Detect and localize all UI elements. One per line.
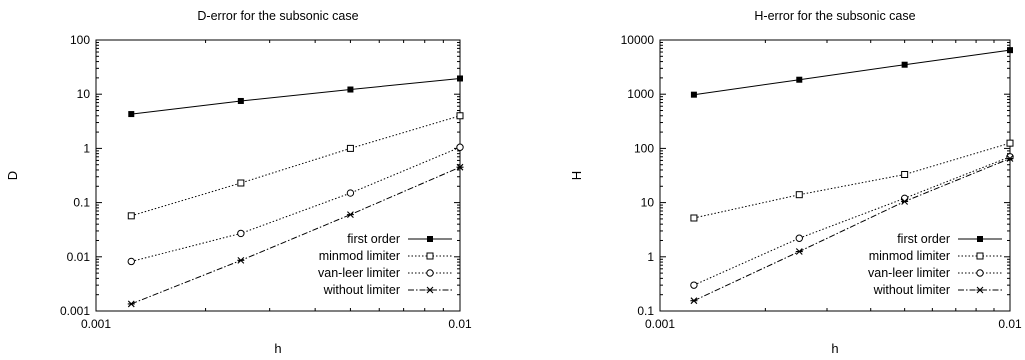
legend-marker-without-limiter xyxy=(976,286,984,294)
y-tick-label: 0.001 xyxy=(60,304,90,318)
data-point-first-order xyxy=(901,61,908,68)
data-point-van-leer-limiter xyxy=(456,143,464,151)
series-line-without-limiter xyxy=(131,166,461,305)
data-point-first-order xyxy=(457,75,463,82)
y-tick-label: 0.1 xyxy=(637,304,654,318)
y-axis-label: D xyxy=(5,171,20,180)
y-tick-label: 10000 xyxy=(621,33,655,47)
data-point-minmod-limiter xyxy=(690,214,698,222)
data-point-minmod-limiter xyxy=(456,112,464,120)
y-tick-label: 10 xyxy=(641,196,655,210)
data-point-without-limiter xyxy=(1006,155,1014,162)
y-tick-label: 0.01 xyxy=(67,250,91,264)
data-point-first-order xyxy=(347,86,354,93)
legend-label: without limiter xyxy=(873,283,950,297)
series-line-van-leer-limiter xyxy=(693,156,1011,286)
data-point-first-order xyxy=(690,91,697,98)
y-tick-label: 1 xyxy=(647,250,654,264)
legend-label: without limiter xyxy=(323,283,400,297)
y-tick-label: 100 xyxy=(634,141,654,155)
legend-marker-van-leer-limiter xyxy=(976,269,984,277)
plot-frame xyxy=(95,39,461,312)
data-point-minmod-limiter xyxy=(346,144,354,152)
data-point-without-limiter xyxy=(346,211,354,219)
x-tick-label: 0.01 xyxy=(998,317,1022,331)
plot-frame xyxy=(659,39,1011,312)
legend-marker-first-order xyxy=(427,236,433,242)
data-point-minmod-limiter xyxy=(901,170,909,178)
x-tick-label: 0.01 xyxy=(448,317,472,331)
chart-title: H-error for the subsonic case xyxy=(754,9,915,23)
data-point-first-order xyxy=(1007,47,1013,54)
series-line-van-leer-limiter xyxy=(131,146,461,262)
legend-marker-van-leer-limiter xyxy=(426,269,434,277)
series-line-minmod-limiter xyxy=(693,142,1011,219)
y-tick-label: 1000 xyxy=(627,87,654,101)
data-point-minmod-limiter xyxy=(127,212,135,220)
data-point-without-limiter xyxy=(456,163,464,171)
chart-title: D-error for the subsonic case xyxy=(197,9,358,23)
y-tick-label: 100 xyxy=(70,33,90,47)
data-point-first-order xyxy=(128,111,135,118)
data-point-without-limiter xyxy=(237,256,245,264)
legend-marker-minmod-limiter xyxy=(426,252,434,260)
d-error-chart: D-error for the subsonic case 0.001 0.01 0.… xyxy=(5,9,472,356)
y-tick-label: 10 xyxy=(77,87,91,101)
data-point-without-limiter xyxy=(127,300,135,308)
data-point-first-order xyxy=(796,76,803,83)
legend-marker-minmod-limiter xyxy=(976,252,984,260)
y-axis-label: H xyxy=(569,171,584,180)
legend-label: minmod limiter xyxy=(319,249,400,263)
data-point-van-leer-limiter xyxy=(127,257,135,266)
x-axis-label: h xyxy=(831,341,838,356)
data-point-minmod-limiter xyxy=(1006,139,1014,147)
legend-label: first order xyxy=(347,232,400,246)
x-tick-label: 0.001 xyxy=(645,317,675,331)
series-line-first-order xyxy=(131,78,461,115)
legend-label: van-leer limiter xyxy=(868,266,950,280)
legend-marker-first-order xyxy=(977,236,983,242)
x-tick-label: 0.001 xyxy=(81,317,111,331)
legend-label: van-leer limiter xyxy=(318,266,400,280)
y-tick-label: 1 xyxy=(83,141,90,155)
data-point-first-order xyxy=(237,97,244,104)
h-error-chart: H-error for the subsonic case 0.1 1 10 100 10… xyxy=(569,9,1022,356)
legend-label: first order xyxy=(897,232,950,246)
data-point-minmod-limiter xyxy=(237,179,245,187)
data-point-van-leer-limiter xyxy=(795,234,803,242)
series-line-minmod-limiter xyxy=(131,115,461,217)
data-point-without-limiter xyxy=(795,248,803,255)
series-line-without-limiter xyxy=(693,158,1011,302)
legend-marker-without-limiter xyxy=(426,286,434,294)
series-line-first-order xyxy=(693,49,1011,96)
legend-label: minmod limiter xyxy=(869,249,950,263)
data-point-van-leer-limiter xyxy=(690,281,698,289)
data-point-minmod-limiter xyxy=(795,191,803,199)
data-point-van-leer-limiter xyxy=(346,189,355,197)
data-point-without-limiter xyxy=(901,198,909,205)
x-axis-label: h xyxy=(274,341,281,356)
data-point-van-leer-limiter xyxy=(237,229,245,238)
y-tick-label: 0.1 xyxy=(73,196,90,210)
data-point-without-limiter xyxy=(690,297,698,305)
